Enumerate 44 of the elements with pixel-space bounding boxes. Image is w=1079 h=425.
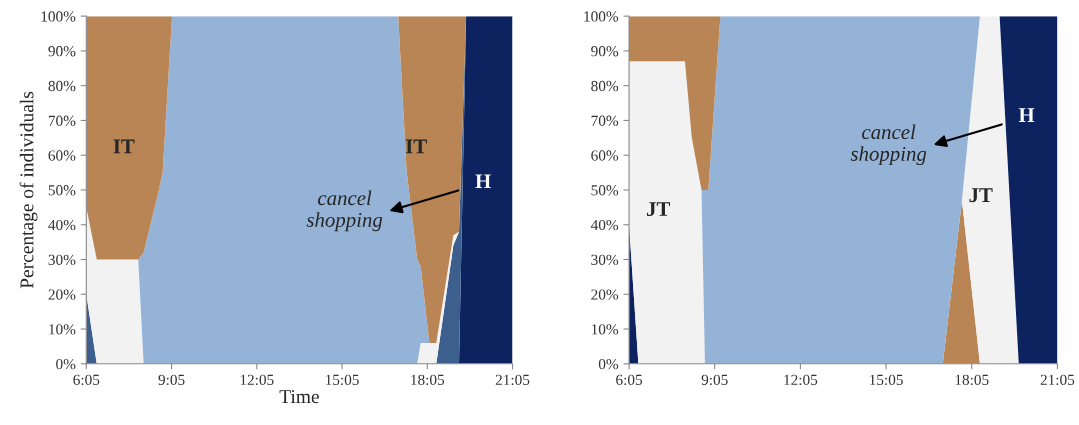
y-tick-label: 80% [591,80,619,92]
y-tick-label: 30% [48,254,76,266]
y-tick-label: 60% [591,150,619,161]
y-tick-label: 20% [591,289,619,300]
y-tick-label: 100% [41,11,76,22]
annotation: cancel shopping [306,190,383,232]
y-tick-label: 40% [48,219,76,231]
y-tick-label: 50% [48,185,76,196]
y-tick-label: 10% [49,324,76,335]
x-tick-label: 21:05 [1040,374,1075,386]
y-tick-label: 50% [591,185,619,196]
x-axis-title: Time [279,390,319,404]
y-tick-label: 70% [591,115,619,126]
x-tick-label: 6:05 [616,374,643,386]
y-axis-title: Percentage of individuals [19,91,38,289]
y-tick-label: 30% [591,254,619,266]
x-tick-label: 15:05 [325,374,359,386]
x-tick-label: 18:05 [411,374,445,386]
annotation: IT [113,139,135,154]
y-tick-label: 0% [598,358,619,370]
x-tick-label: 15:05 [870,374,903,386]
y-tick-label: 70% [48,115,76,126]
annotation: JT [969,188,993,203]
y-tick-label: 90% [48,46,76,57]
annotation: H [1018,108,1035,122]
y-tick-label: 90% [591,46,619,57]
annotation: cancel shopping [850,124,927,166]
x-tick-label: 18:05 [955,374,989,386]
x-tick-label: 6:05 [73,374,100,386]
x-tick-label: 12:05 [784,374,818,386]
x-tick-label: 9:05 [701,374,728,386]
y-tick-label: 10% [591,324,619,335]
annotation: JT [646,202,671,217]
y-tick-label: 100% [584,11,619,22]
y-tick-label: 20% [48,289,76,300]
y-tick-label: 80% [48,80,76,92]
x-tick-label: 9:05 [158,374,185,386]
annotation: H [475,174,491,189]
x-tick-label: 12:05 [240,374,274,386]
x-tick-label: 21:05 [495,374,530,386]
y-tick-label: 40% [590,219,619,231]
y-tick-label: 60% [48,150,76,161]
y-tick-label: 0% [56,358,76,370]
annotation: IT [405,139,427,154]
